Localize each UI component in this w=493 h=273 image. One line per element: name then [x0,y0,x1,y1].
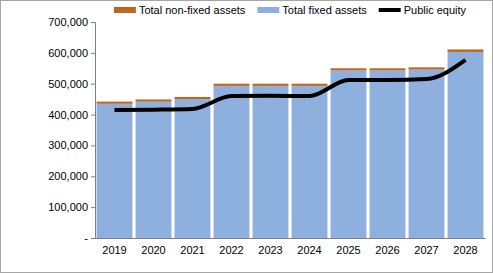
tick: 2027 [414,238,438,256]
bar [214,84,250,86]
bar [136,102,172,238]
chart: - 100,000 200,000 300,000 400,000 500,000 600,… [0,0,493,273]
tick: 700,000 [48,16,95,28]
bar [292,84,328,86]
tick: 2026 [375,238,399,256]
legend-label: Total fixed assets [282,4,367,16]
tick-label: 500,000 [48,78,88,90]
legend: Total non-fixed assets Total fixed assets… [114,4,467,16]
tick-mark [91,176,95,177]
tick-label: 2021 [180,244,204,256]
bar [448,49,484,51]
tick-label: 600,000 [48,47,88,59]
bar [409,70,445,238]
tick: 400,000 [48,109,95,121]
bar [292,86,328,238]
tick-label: 2022 [219,244,243,256]
plot: - 100,000 200,000 300,000 400,000 500,000 600,… [48,16,485,256]
tick: 2019 [102,238,126,256]
chart-frame [1,1,493,273]
tick-label: 700,000 [48,16,88,28]
y-axis: - 100,000 200,000 300,000 400,000 500,000 600,… [48,16,95,244]
bar [409,67,445,69]
axis-line [96,238,486,239]
bar [175,99,211,238]
tick-label: 2019 [102,244,126,256]
tick: 300,000 [48,139,95,151]
bar [175,97,211,99]
bar [97,104,133,238]
tick: 200,000 [48,170,95,182]
tick-label: 2025 [336,244,360,256]
tick: 2021 [180,238,204,256]
bar [136,99,172,101]
tick: 2022 [219,238,243,256]
tick-label: 2028 [453,244,477,256]
tick-label: 2026 [375,244,399,256]
bar [331,68,367,70]
bar [370,68,406,70]
tick-mark [91,115,95,116]
axis-line [91,23,96,239]
legend-symbol [257,7,279,13]
tick-mark [91,84,95,85]
bar [448,52,484,238]
tick: 2028 [453,238,477,256]
legend-item: Total fixed assets [257,4,367,16]
tick: 2024 [297,238,321,256]
tick-label: 300,000 [48,139,88,151]
legend-symbol [379,8,401,12]
tick: 2023 [258,238,282,256]
bar [214,86,250,238]
bar [253,84,289,86]
bar [253,86,289,238]
line [115,60,466,110]
legend-item: Public equity [379,4,467,16]
tick-mark [91,238,95,239]
tick: 2025 [336,238,360,256]
tick-mark [91,22,95,23]
tick: - [84,232,95,244]
tick: 2020 [141,238,165,256]
tick-label: 100,000 [48,201,88,213]
tick-mark [91,145,95,146]
tick-label: 2020 [141,244,165,256]
tick-mark [91,207,95,208]
legend-label: Public equity [404,4,467,16]
legend-symbol [114,7,136,13]
tick-label: 2023 [258,244,282,256]
bar [370,70,406,238]
legend-item: Total non-fixed assets [114,4,246,16]
tick: 100,000 [48,201,95,213]
bar [97,102,133,104]
tick-label: - [84,232,88,244]
tick-label: 2024 [297,244,321,256]
x-axis: 2019 2020 2021 2022 2023 2024 2025 2026 2027 2028 [96,238,486,256]
tick: 500,000 [48,78,95,90]
tick: 600,000 [48,47,95,59]
tick-mark [91,53,95,54]
marks [97,49,484,238]
legend-label: Total non-fixed assets [139,4,246,16]
tick-label: 2027 [414,244,438,256]
tick-label: 400,000 [48,109,88,121]
tick-label: 200,000 [48,170,88,182]
bar [331,70,367,238]
